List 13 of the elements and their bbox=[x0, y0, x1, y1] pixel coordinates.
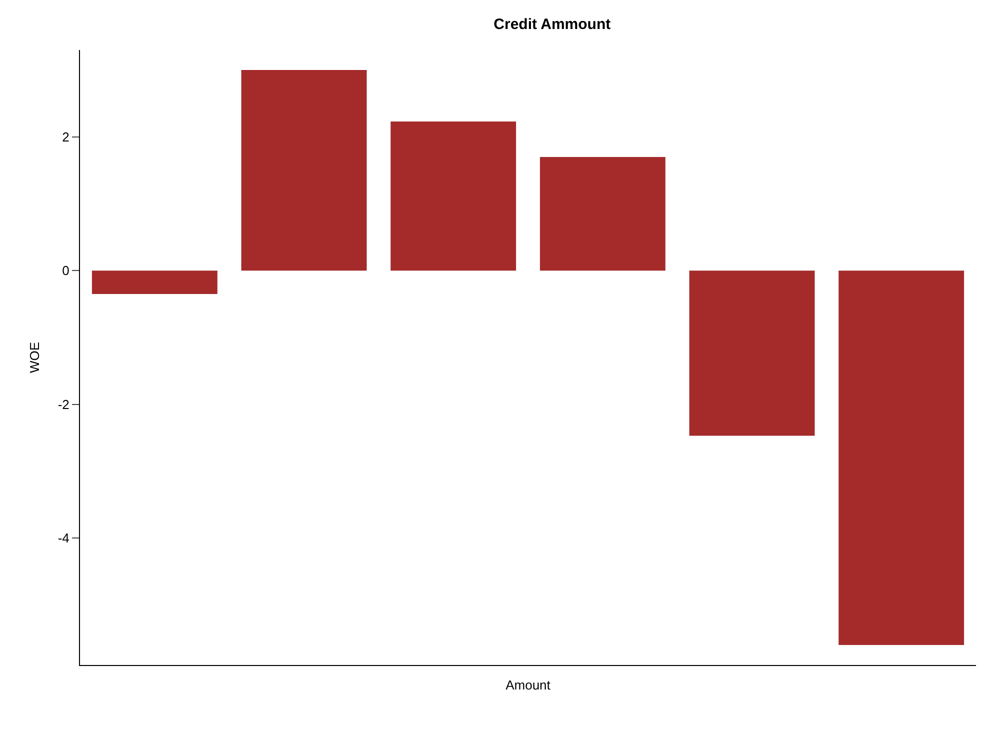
bar bbox=[390, 122, 516, 271]
bar bbox=[241, 70, 367, 271]
chart-title: Credit Ammount bbox=[494, 16, 611, 33]
x-axis-title: Amount bbox=[506, 678, 551, 693]
y-tick-label: 2 bbox=[62, 129, 70, 144]
y-tick-label: -4 bbox=[58, 530, 70, 546]
y-tick-label: 0 bbox=[62, 263, 70, 278]
bar bbox=[838, 270, 964, 645]
bar bbox=[92, 270, 218, 294]
bar bbox=[540, 156, 666, 271]
bar bbox=[689, 270, 815, 436]
y-tick-label: -2 bbox=[58, 396, 70, 412]
y-axis-title: WOE bbox=[26, 342, 42, 374]
